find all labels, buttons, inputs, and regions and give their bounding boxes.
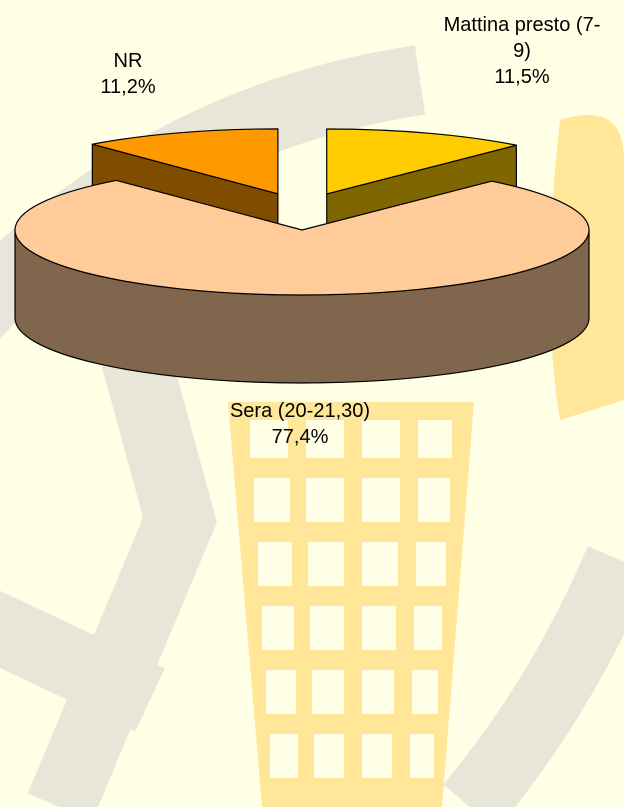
- slice-label: Sera (20-21,30) 77,4%: [170, 398, 430, 450]
- slice: [91, 128, 279, 195]
- category-label: Sera (20-21,30): [229, 400, 371, 422]
- slice-label: Mattina presto (7-9) 11,5%: [437, 12, 607, 90]
- slice-label: NR 11,2%: [78, 48, 178, 100]
- value-label: 77,4%: [271, 426, 329, 448]
- category-label: NR: [113, 50, 143, 72]
- slice: [14, 179, 590, 296]
- slice: [326, 128, 517, 195]
- category-label: Mattina presto (7-9): [443, 14, 601, 62]
- value-label: 11,2%: [100, 76, 156, 98]
- value-label: 11,5%: [494, 66, 550, 88]
